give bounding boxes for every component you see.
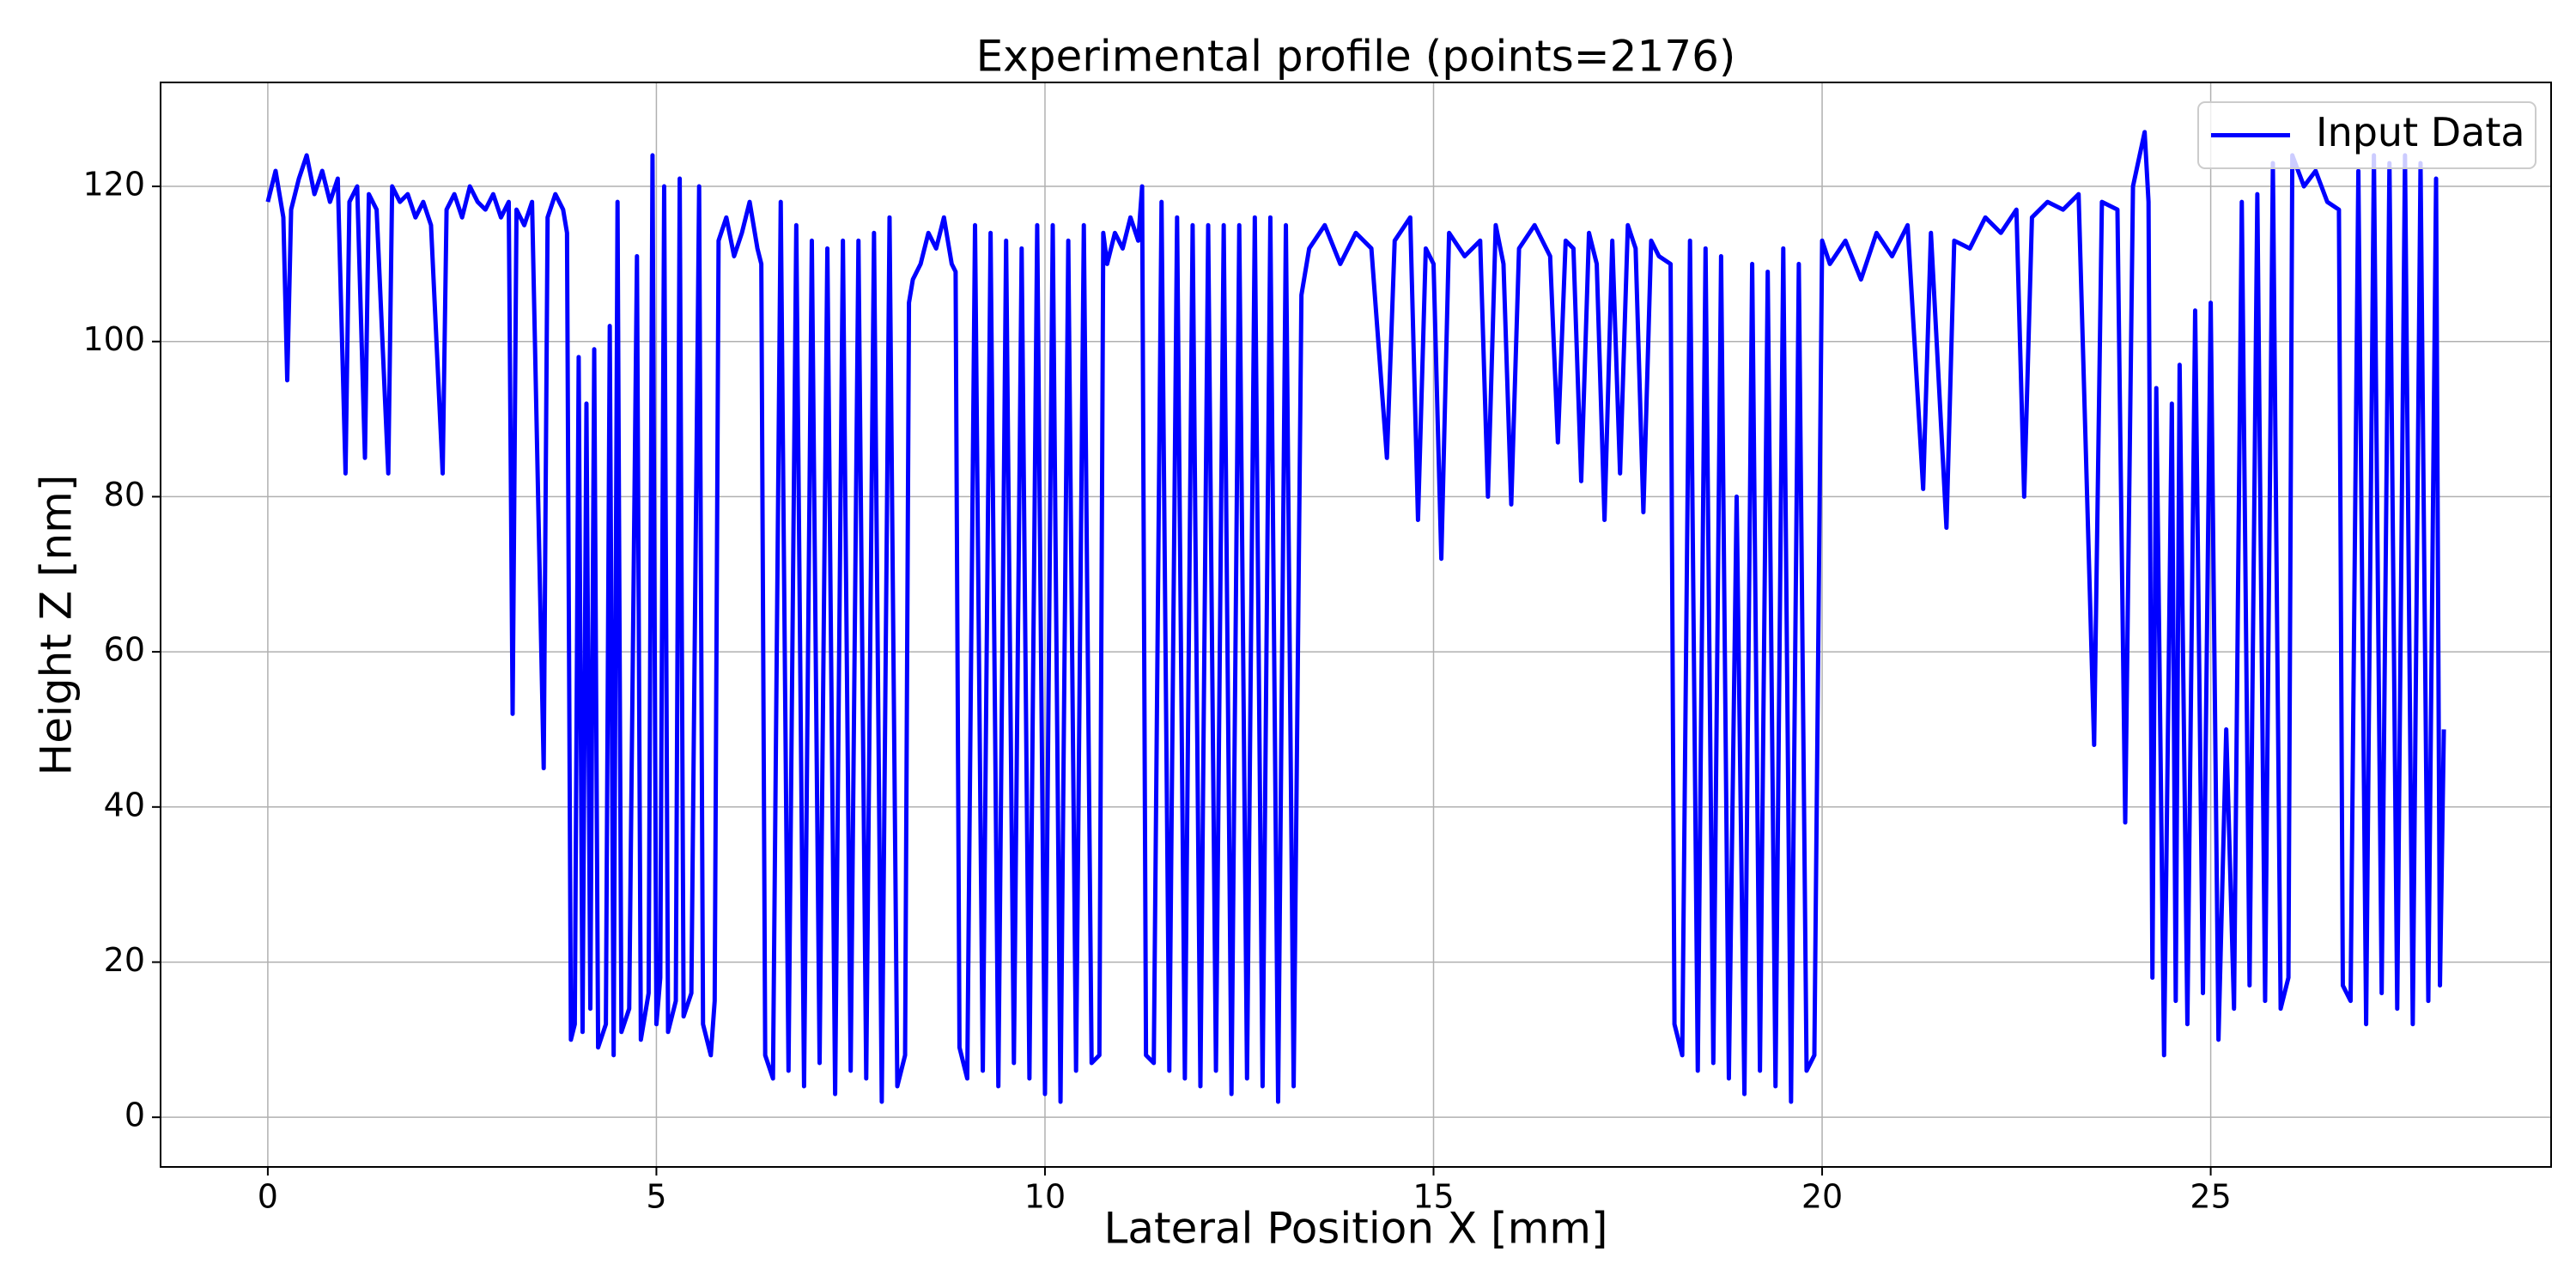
data-line <box>265 130 2446 1104</box>
legend-label: Input Data <box>2316 109 2525 155</box>
chart-title: Experimental profile (points=2176) <box>976 32 1736 82</box>
plot-frame <box>160 82 2552 1168</box>
y-tick-label: 0 <box>125 1097 145 1134</box>
plot-lines <box>265 130 2446 1104</box>
y-axis-label: Height Z [nm] <box>32 475 82 776</box>
y-tick-label: 80 <box>104 476 145 513</box>
x-tick-label: 25 <box>2190 1178 2231 1216</box>
y-tick-label: 20 <box>104 941 145 979</box>
legend: Input Data <box>2197 101 2537 169</box>
ticks: 0 5 10 15 20 25 0 20 40 60 80 100 120 <box>82 166 2231 1216</box>
x-tick-label: 20 <box>1801 1178 1843 1216</box>
y-tick-label: 40 <box>104 786 145 823</box>
y-tick-label: 120 <box>82 166 145 204</box>
x-axis-label: Lateral Position X [mm] <box>1104 1204 1608 1254</box>
y-tick-label: 100 <box>82 320 145 358</box>
legend-box <box>2197 101 2537 169</box>
x-tick-label: 10 <box>1024 1178 1066 1216</box>
y-tick-label: 60 <box>104 631 145 669</box>
x-tick-label: 5 <box>646 1178 666 1216</box>
x-tick-label: 0 <box>258 1178 278 1216</box>
x-tick-label: 15 <box>1413 1178 1454 1216</box>
